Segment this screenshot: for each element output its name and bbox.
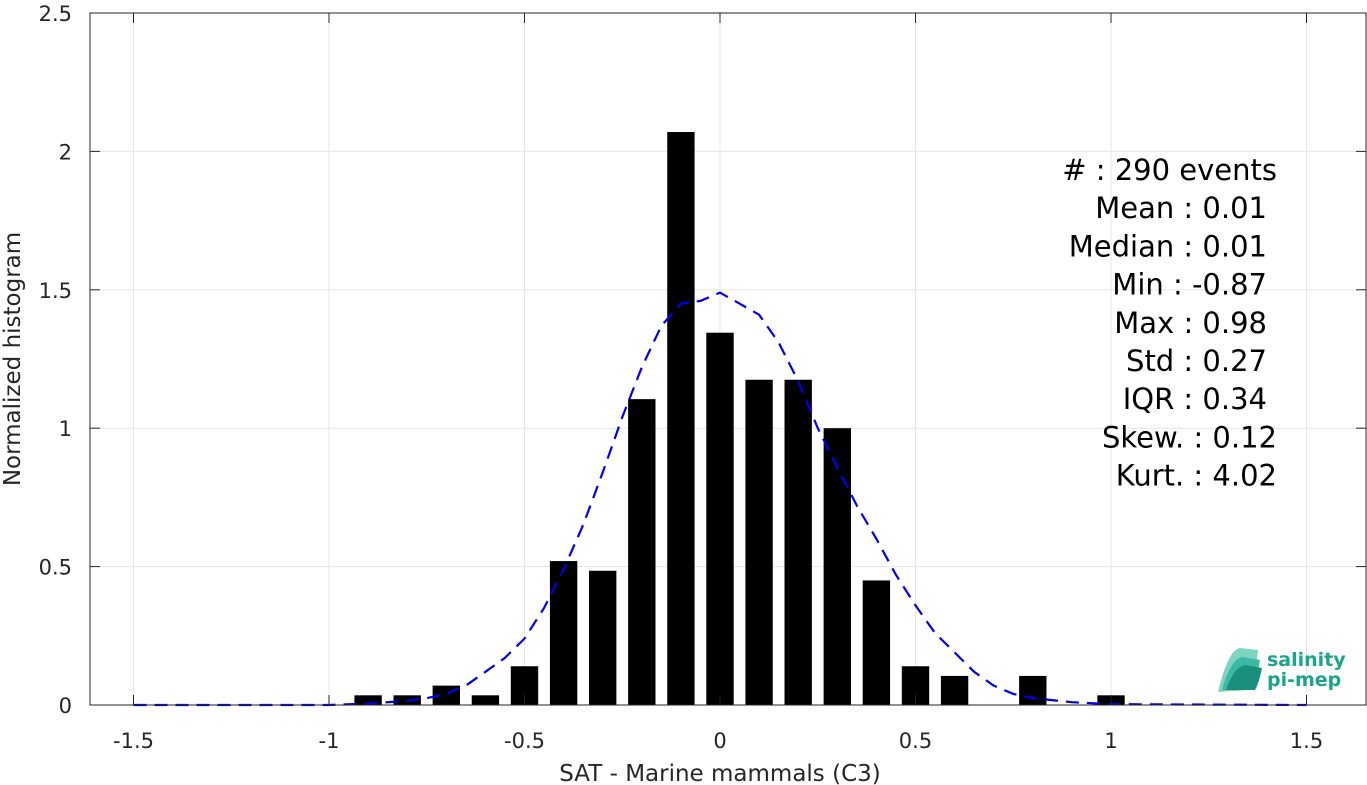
x-tick-label-2: -0.5 [504, 729, 545, 753]
y-tick-labels: 0 0.5 1 1.5 2 2.5 [39, 2, 72, 718]
bar-12 [823, 428, 851, 705]
bar-0 [354, 695, 382, 705]
bar-6 [589, 570, 617, 705]
logo-line1: salinity [1267, 649, 1346, 671]
x-tick-labels: -1.5 -1 -0.5 0 0.5 1 1.5 [113, 729, 1323, 753]
fit-curve [133, 291, 1307, 707]
stat-line-8: Kurt. : 4.02 [1116, 459, 1277, 493]
axes-box [89, 12, 1367, 706]
y-tick-label-1: 0.5 [39, 556, 72, 580]
bars [354, 132, 1125, 706]
y-tick-label-5: 2.5 [39, 2, 72, 26]
y-tick-label-2: 1 [59, 417, 72, 441]
bar-16 [1019, 675, 1047, 705]
logo-icon [1218, 648, 1262, 692]
plot-frame [89, 12, 1367, 706]
stat-line-7: Skew. : 0.12 [1102, 420, 1277, 454]
bar-3 [471, 695, 500, 705]
x-tick-label-3: 0 [713, 729, 726, 753]
bar-10 [745, 379, 773, 705]
stat-line-4: Max : 0.98 [1114, 306, 1267, 340]
x-tick-label-6: 1.5 [1290, 729, 1323, 753]
bar-5 [549, 561, 578, 705]
logo-line2: pi-mep [1267, 669, 1341, 691]
bar-9 [706, 332, 734, 705]
x-tick-label-4: 0.5 [899, 729, 932, 753]
bar-7 [628, 399, 656, 705]
y-axis-label: Normalized histogram [0, 232, 26, 486]
x-tick-label-0: -1.5 [113, 729, 154, 753]
stat-line-5: Std : 0.27 [1126, 344, 1267, 378]
bar-8 [667, 132, 695, 706]
stat-line-3: Min : -0.87 [1112, 268, 1267, 302]
bar-11 [784, 379, 812, 705]
y-tick-label-3: 1.5 [39, 279, 72, 303]
x-tick-label-1: -1 [319, 729, 340, 753]
statistics-box: # : 290 events Mean : 0.01 Median : 0.01 Mi… [1062, 153, 1277, 493]
bar-15 [940, 675, 969, 705]
y-tick-label-0: 0 [59, 694, 72, 718]
salinity-pimep-logo: salinity pi-mep [1218, 648, 1346, 692]
stat-line-2: Median : 0.01 [1069, 229, 1267, 263]
bar-13 [862, 580, 891, 705]
stat-line-1: Mean : 0.01 [1095, 191, 1267, 225]
stat-line-6: IQR : 0.34 [1123, 382, 1267, 416]
x-axis-label: SAT - Marine mammals (C3) [559, 761, 881, 785]
stat-line-0: # : 290 events [1062, 153, 1277, 187]
y-tick-label-4: 2 [59, 140, 72, 164]
x-tick-label-5: 1 [1104, 729, 1117, 753]
